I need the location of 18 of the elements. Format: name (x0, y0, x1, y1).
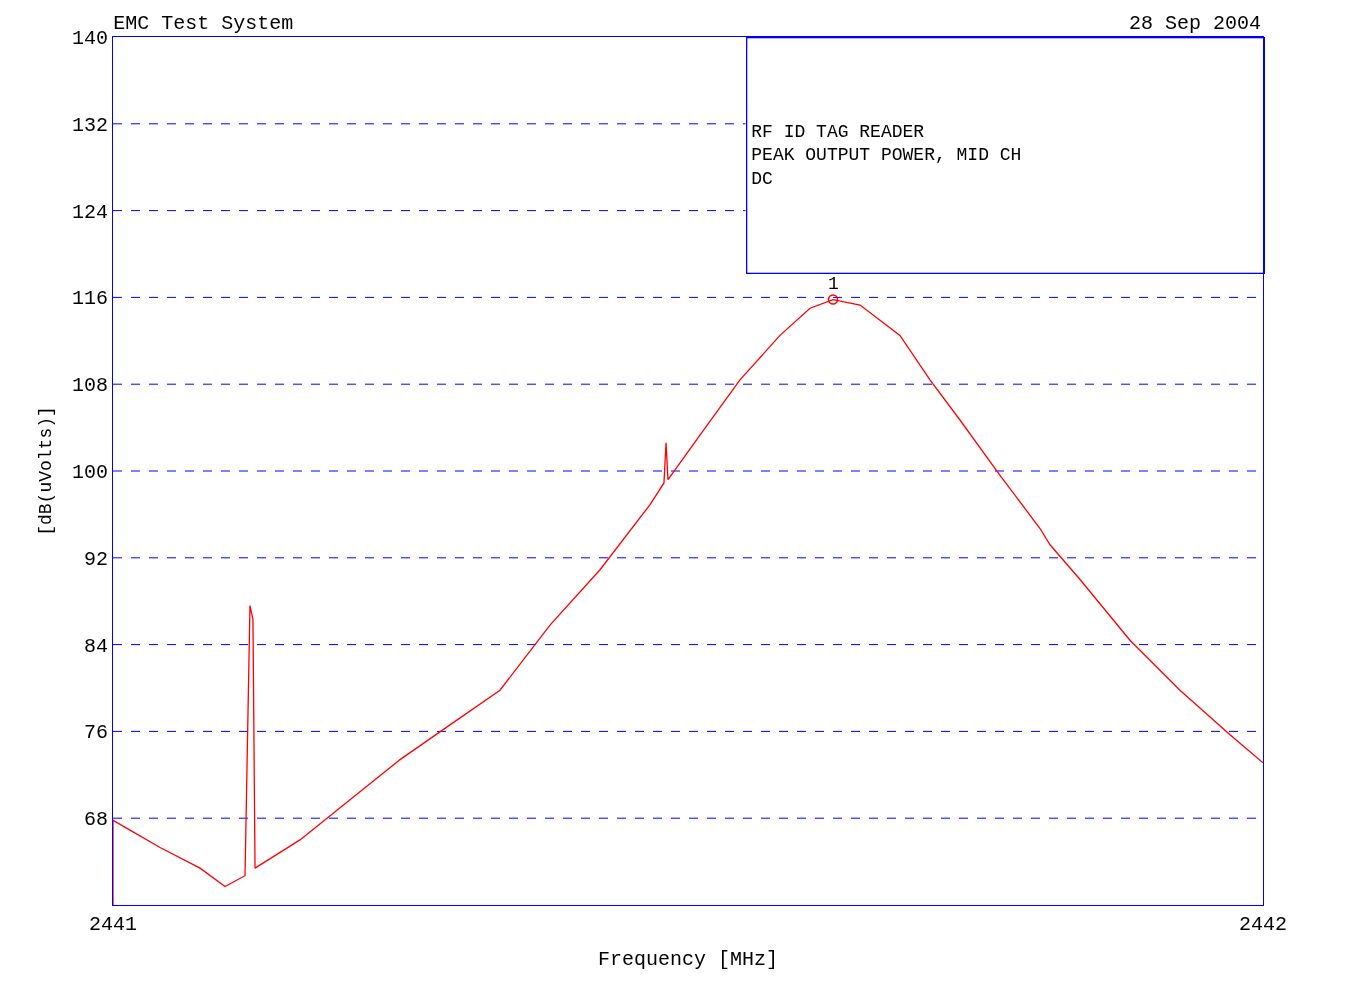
y-tick-label: 84 (83, 634, 108, 658)
y-tick-label: 92 (83, 547, 108, 571)
y-tick-label: 76 (83, 721, 108, 745)
y-tick-label: 132 (71, 113, 108, 137)
y-tick-label: 108 (71, 374, 108, 398)
x-axis-title: Frequency [MHz] (597, 947, 779, 971)
y-tick-label: 68 (83, 808, 108, 832)
y-tick-label: 116 (71, 287, 108, 311)
chart-title: EMC Test System (113, 11, 294, 35)
annotation: RF ID TAG READER PEAK OUTPUT POWER, MID CH DC (751, 121, 1022, 189)
y-tick-label: 100 (71, 461, 108, 484)
x-tick-label: 2441 (88, 913, 138, 936)
text: 28 Sep 2004 (1129, 12, 1262, 35)
y-tick-label: 124 (71, 200, 108, 224)
y-axis-title: [dB(uVolts)] (36, 406, 57, 536)
annotation: 1 (828, 274, 839, 294)
x-tick-label: 2442 (1238, 913, 1288, 936)
y-tick-label: 140 (71, 27, 108, 50)
